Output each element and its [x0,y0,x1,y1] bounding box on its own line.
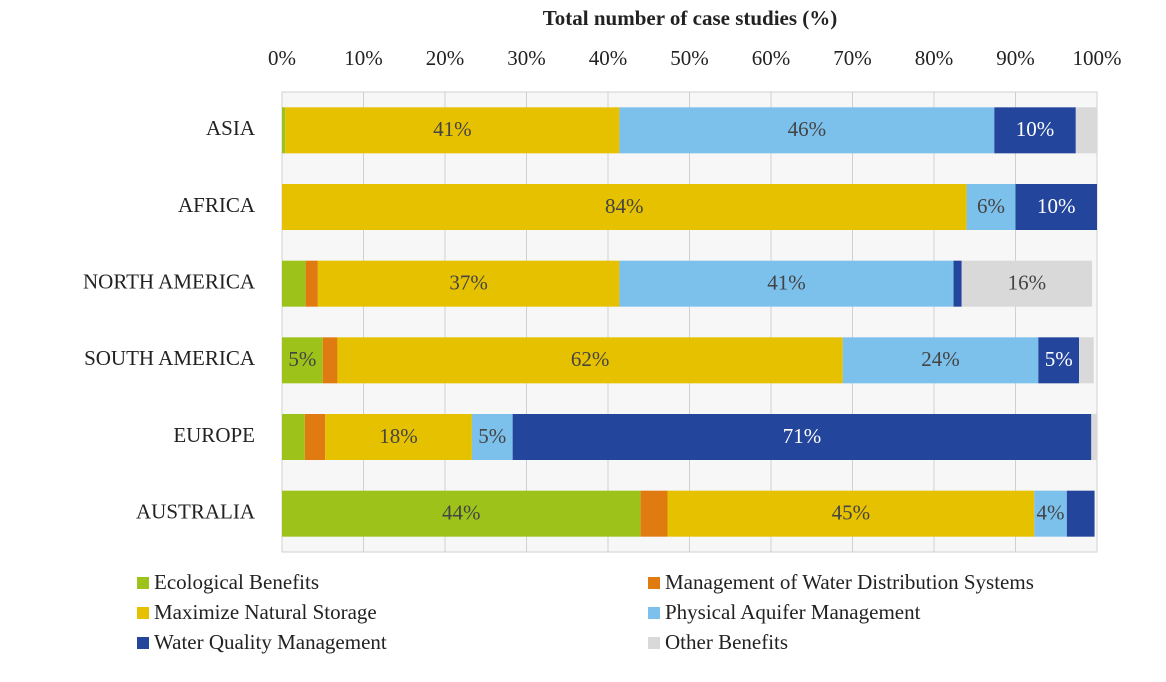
legend-swatch [137,607,149,619]
bar-segment [961,260,1093,307]
legend-label: Ecological Benefits [154,570,319,594]
data-label: 41% [433,117,472,141]
data-label: 5% [288,347,316,371]
x-tick-label: 40% [589,46,628,70]
bar-segment [322,337,338,384]
data-label: 5% [478,424,506,448]
bar-segment [1079,337,1094,384]
bar-segment [640,490,668,537]
data-label: 37% [449,270,488,294]
bar-segment [285,107,620,154]
bar-segment [282,107,286,154]
bar-segment [1091,414,1097,460]
data-label: 4% [1037,500,1065,524]
bar-segment [619,260,954,307]
x-tick-label: 20% [426,46,465,70]
legend-label: Maximize Natural Storage [154,600,377,624]
bar-segment [317,260,620,307]
data-label: 10% [1037,194,1076,218]
data-label: 62% [571,347,610,371]
data-label: 6% [977,194,1005,218]
bar-segment [305,260,318,307]
legend-swatch [648,637,660,649]
data-label: 84% [605,194,644,218]
bar-segment [1015,184,1097,230]
legend-label: Physical Aquifer Management [665,600,921,624]
bar-segment [512,414,1092,460]
bar-segment [1034,490,1067,537]
legend-swatch [648,607,660,619]
y-tick-label: AUSTRALIA [136,499,256,523]
bar-segment [1038,337,1080,384]
bar-segment [304,414,326,460]
legend-label: Management of Water Distribution Systems [665,570,1034,594]
x-tick-label: 100% [1073,46,1122,70]
legend-label: Other Benefits [665,630,788,654]
bar-segment [282,184,967,230]
x-tick-label: 60% [752,46,791,70]
legend-label: Water Quality Management [154,630,387,654]
y-tick-label: ASIA [206,116,256,140]
x-tick-label: 80% [915,46,954,70]
legend-swatch [137,637,149,649]
data-label: 41% [767,270,806,294]
x-tick-label: 0% [268,46,296,70]
data-label: 16% [1008,270,1047,294]
bar-segment [282,414,305,460]
axis-title: Total number of case studies (%) [543,6,838,30]
data-label: 45% [832,500,871,524]
bar-segment [1066,490,1095,537]
x-tick-label: 30% [507,46,546,70]
x-tick-label: 70% [833,46,872,70]
data-label: 46% [788,117,827,141]
bar-segment [1075,107,1097,154]
x-tick-label: 90% [996,46,1035,70]
bar-segment [994,107,1076,154]
legend-swatch [137,577,149,589]
data-label: 10% [1016,117,1055,141]
data-label: 24% [921,347,960,371]
bar-segment [282,337,323,384]
bar-segment [325,414,472,460]
bar-segment [337,337,843,384]
x-tick-label: 10% [344,46,383,70]
bar-segment [842,337,1039,384]
bar-segment [667,490,1035,537]
data-label: 71% [783,424,822,448]
bar-segment [966,184,1016,230]
data-label: 18% [379,424,418,448]
y-tick-label: AFRICA [178,193,256,217]
bar-segment [619,107,995,154]
bar-segment [953,260,962,307]
bar-segment [471,414,513,460]
legend-swatch [648,577,660,589]
data-label: 44% [442,500,481,524]
y-tick-label: EUROPE [173,423,255,447]
y-tick-label: NORTH AMERICA [83,269,256,293]
data-label: 5% [1045,347,1073,371]
x-tick-label: 50% [670,46,709,70]
bar-segment [282,490,641,537]
y-tick-label: SOUTH AMERICA [84,346,256,370]
bar-segment [282,260,306,307]
